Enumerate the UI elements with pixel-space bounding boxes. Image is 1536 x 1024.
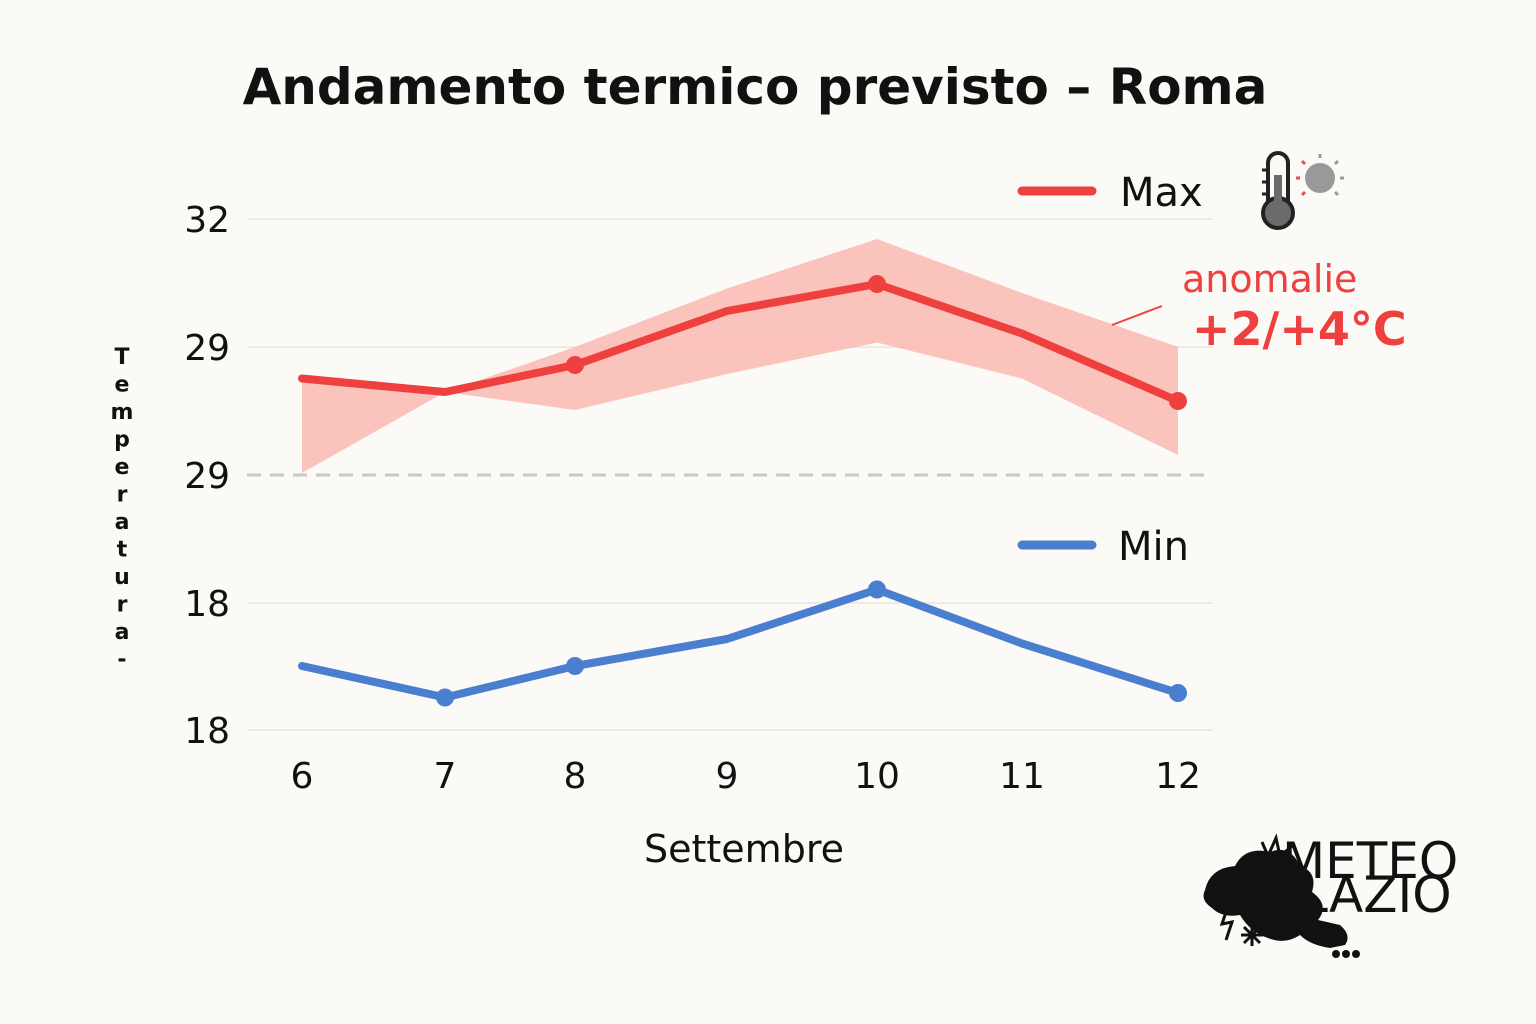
legend-min-label: Min	[1118, 524, 1189, 570]
legend: Max Min	[1017, 170, 1203, 570]
y-axis-ticks: 32 29 29 18 18	[184, 200, 230, 752]
max-anomaly-band	[302, 239, 1178, 473]
anomaly-pointer	[1111, 305, 1163, 326]
x-tick-label: 12	[1155, 756, 1201, 797]
y-tick-label: 18	[184, 584, 230, 625]
chart-title: Andamento termico previsto – Roma	[243, 58, 1268, 116]
min-series-point	[868, 580, 886, 599]
x-axis-label: Settembre	[644, 827, 844, 871]
x-tick-label: 7	[434, 756, 457, 797]
y-tick-label: 18	[184, 711, 230, 752]
y-label-letter: r	[117, 593, 128, 618]
x-tick-label: 10	[854, 756, 900, 797]
y-label-letter: -	[117, 648, 126, 673]
min-series-point	[566, 657, 584, 675]
y-label-letter: a	[115, 510, 130, 535]
anomaly-annotation: anomalie +2/+4°C	[1111, 257, 1407, 356]
min-series-line	[298, 585, 1182, 702]
y-label-letter: r	[117, 483, 128, 508]
logo-text-line2: LAZIO	[1300, 866, 1452, 924]
min-series-point	[436, 688, 454, 707]
x-tick-label: 9	[716, 756, 739, 797]
thermometer-sun-icon	[1261, 151, 1344, 230]
max-series-line	[298, 280, 1182, 405]
legend-max-label: Max	[1120, 170, 1203, 216]
x-tick-label: 11	[999, 756, 1045, 797]
y-label-letter: t	[117, 538, 128, 563]
logo-text-line1: METEO	[1282, 832, 1458, 890]
anomaly-label: anomalie	[1182, 257, 1357, 301]
y-label-letter: e	[115, 373, 130, 398]
x-tick-label: 6	[291, 756, 314, 797]
anomaly-value: +2/+4°C	[1192, 302, 1407, 356]
series	[298, 239, 1187, 707]
meteo-lazio-logo: METEO LAZIO	[1203, 832, 1458, 958]
y-tick-label: 32	[184, 200, 230, 241]
y-label-letter: T	[114, 345, 129, 370]
y-label-letter: a	[115, 620, 130, 645]
max-series-point	[868, 275, 886, 293]
y-label-letter: e	[115, 455, 130, 480]
max-series-point	[566, 356, 584, 374]
y-label-letter: p	[114, 428, 130, 453]
x-tick-label: 8	[564, 756, 587, 797]
y-label-letter: m	[111, 400, 134, 425]
max-series-point	[1169, 392, 1187, 410]
y-label-letter: u	[114, 565, 130, 590]
x-axis-ticks: 6 7 8 9 10 11 12	[291, 756, 1201, 797]
min-series-point	[1169, 684, 1187, 702]
y-tick-label: 29	[184, 456, 230, 497]
y-tick-label: 29	[184, 328, 230, 369]
